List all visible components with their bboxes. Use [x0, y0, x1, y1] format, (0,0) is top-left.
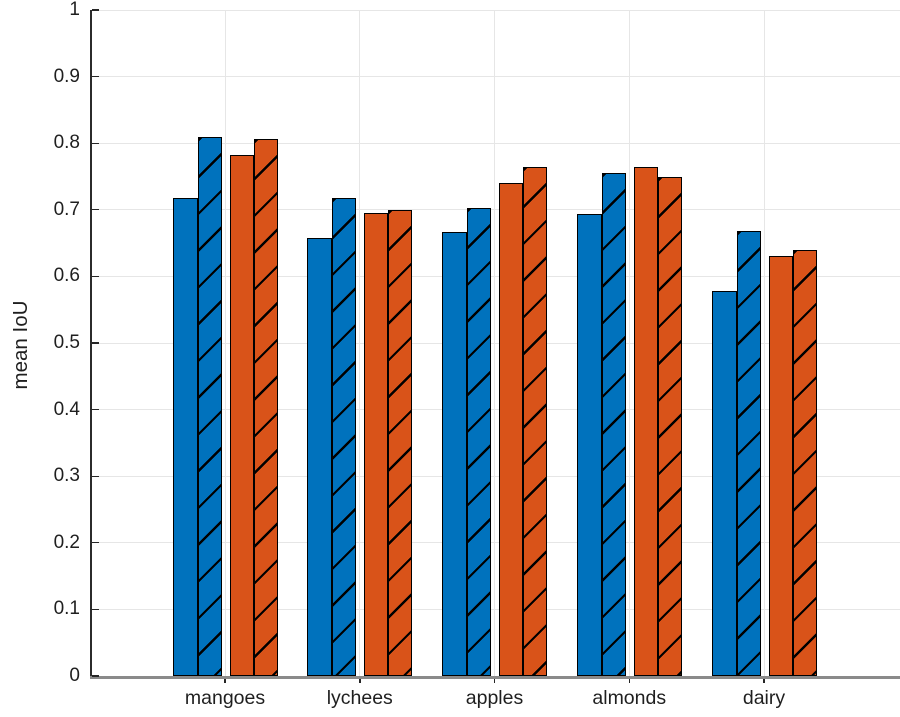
vertical-gridline [494, 10, 495, 676]
bar-orange-hatched-lychees [388, 209, 413, 676]
vertical-gridline [763, 10, 765, 676]
x-category-label: apples [465, 687, 524, 709]
horizontal-gridline [91, 608, 900, 610]
x-category-label: lychees [326, 687, 393, 709]
y-tick-label: 0.4 [53, 398, 80, 420]
y-tick-label: 0 [69, 665, 80, 686]
y-tick-label: 0.6 [53, 265, 80, 287]
y-axis-tick [91, 142, 99, 144]
vertical-gridline [628, 10, 630, 676]
bar-blue-solid-lychees [307, 238, 333, 676]
y-axis-tick [91, 9, 99, 11]
horizontal-gridline [91, 342, 900, 344]
x-category-label: almonds [592, 687, 667, 709]
y-axis-tick [91, 608, 99, 611]
y-axis-tick [91, 475, 99, 477]
x-axis-line [90, 676, 900, 679]
x-axis-tick [763, 678, 765, 683]
x-axis-tick [493, 678, 496, 683]
x-axis-tick [359, 678, 361, 683]
bar-orange-solid-mangoes [229, 155, 254, 676]
y-tick-label: 0.8 [53, 132, 80, 154]
y-axis-tick [91, 75, 99, 78]
bar-orange-solid-apples [499, 183, 523, 676]
horizontal-gridline [91, 409, 900, 411]
y-tick-label: 0.7 [53, 198, 80, 220]
bar-orange-hatched-mangoes [253, 139, 278, 676]
bar-orange-hatched-almonds [657, 176, 682, 676]
bar-blue-hatched-mangoes [197, 136, 222, 676]
bar-blue-hatched-lychees [332, 197, 357, 676]
x-category-label: mangoes [184, 687, 266, 709]
y-axis-tick [91, 275, 99, 278]
x-axis-tick [224, 678, 226, 683]
x-category-label: dairy [742, 687, 786, 709]
horizontal-gridline [91, 9, 900, 11]
vertical-gridline [224, 10, 226, 676]
bar-blue-hatched-dairy [736, 231, 761, 676]
y-axis-tick [91, 675, 99, 677]
y-axis-tick [91, 342, 99, 344]
bar-orange-solid-lychees [364, 213, 389, 676]
bar-blue-hatched-almonds [601, 173, 626, 676]
y-axis-tick [91, 209, 99, 211]
bar-orange-hatched-apples [523, 166, 547, 676]
y-tick-label: 0.9 [53, 65, 80, 87]
bar-blue-solid-apples [442, 231, 467, 676]
horizontal-gridline [91, 542, 900, 544]
bar-orange-solid-almonds [633, 166, 658, 676]
y-tick-label: 0.5 [53, 332, 80, 353]
y-axis-tick [91, 542, 99, 544]
horizontal-gridline [91, 475, 900, 477]
y-tick-label: 0.2 [53, 531, 80, 553]
bar-blue-hatched-apples [467, 208, 491, 676]
y-tick-label: 0.3 [53, 465, 80, 487]
horizontal-gridline [91, 209, 900, 211]
horizontal-gridline [91, 275, 900, 277]
y-axis-line [90, 10, 92, 678]
y-axis-tick [91, 408, 99, 411]
y-tick-label: 0.1 [53, 598, 80, 620]
y-tick-label: 1 [69, 0, 80, 20]
bar-blue-solid-dairy [711, 291, 737, 676]
vertical-gridline [359, 10, 361, 676]
x-axis-tick [628, 678, 630, 683]
bar-orange-solid-dairy [768, 256, 793, 676]
bar-orange-hatched-dairy [792, 249, 817, 676]
horizontal-gridline [91, 76, 900, 78]
horizontal-gridline [91, 142, 900, 144]
bar-blue-solid-almonds [576, 214, 602, 676]
bar-blue-solid-mangoes [172, 197, 198, 676]
